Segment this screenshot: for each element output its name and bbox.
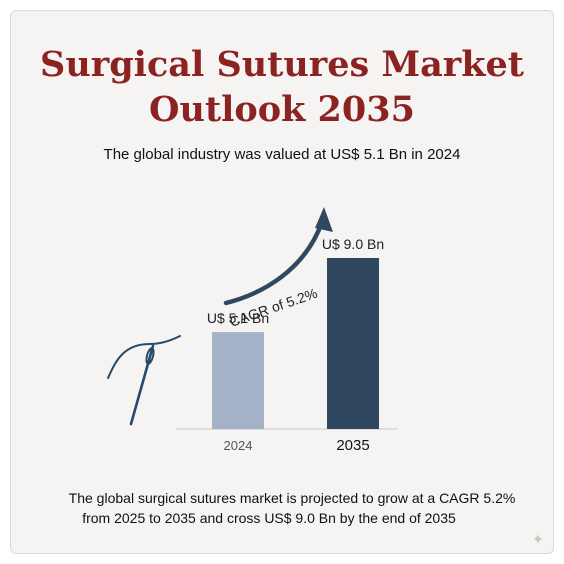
- value-label-2035: U$ 9.0 Bn: [322, 236, 384, 252]
- x-tick-label-2035: 2035: [336, 437, 369, 454]
- footer-note: The global surgical sutures market is pr…: [0, 488, 564, 528]
- x-tick-label-2024: 2024: [224, 438, 253, 453]
- footer-line-1: The global surgical sutures market is pr…: [68, 490, 516, 506]
- bar-group: U$ 5.1 Bn 2024 U$ 9.0 Bn 2035: [207, 236, 384, 454]
- bar-2035: [327, 258, 379, 429]
- value-label-2024: U$ 5.1 Bn: [207, 310, 269, 326]
- sparkle-icon: ✦: [532, 531, 544, 547]
- title-line-1: Surgical Sutures Market: [40, 44, 524, 85]
- bar-2024: [212, 332, 264, 429]
- title-line-2: Outlook 2035: [149, 89, 415, 130]
- infographic-card: [10, 10, 554, 554]
- suture-needle-icon: [107, 335, 181, 426]
- page-title: Surgical Sutures Market Outlook 2035: [0, 42, 564, 132]
- subtitle: The global industry was valued at US$ 5.…: [103, 146, 461, 163]
- footer-line-2: from 2025 to 2035 and cross US$ 9.0 Bn b…: [82, 510, 456, 526]
- growth-arrow-icon: [223, 207, 333, 306]
